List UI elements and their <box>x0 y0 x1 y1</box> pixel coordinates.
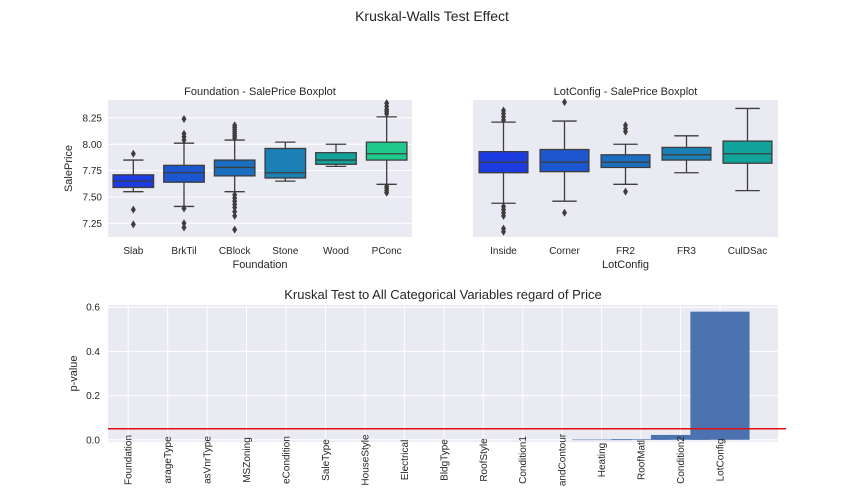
x-tick-label: Heating <box>597 443 608 477</box>
x-tick-label: FR2 <box>616 246 635 257</box>
box-iqr <box>163 164 205 183</box>
box-cblock <box>213 121 256 234</box>
plot-area <box>108 305 778 442</box>
box-inside <box>478 106 529 236</box>
x-tick-label: Inside <box>490 246 517 257</box>
outlier-point <box>623 121 628 130</box>
box-iqr <box>365 141 408 161</box>
y-tick-label: 8.25 <box>83 113 103 124</box>
x-tick-label: Condition1 <box>518 436 529 484</box>
bar <box>611 439 671 440</box>
box-pconc <box>365 99 408 197</box>
x-tick-label: RoofMatl <box>637 440 648 480</box>
chart-title: Foundation - SalePrice Boxplot <box>184 86 336 98</box>
kruskal-pvalue-bar-chart: Kruskal Test to All Categorical Variable… <box>68 287 786 486</box>
outlier-point <box>562 208 567 217</box>
box-culdsac <box>722 107 773 192</box>
y-tick-label: 0.0 <box>86 435 100 446</box>
outlier-point <box>501 227 506 236</box>
x-tick-label: Foundation <box>124 435 135 485</box>
outlier-point <box>181 223 187 232</box>
x-tick-label: Slab <box>123 246 143 257</box>
outlier-point <box>232 225 238 234</box>
y-tick-label: 0.4 <box>86 347 100 358</box>
outlier-point <box>384 99 390 108</box>
x-tick-label: BrkTil <box>171 246 196 257</box>
x-tick-label: MSZoning <box>242 437 253 483</box>
box-iqr <box>315 152 357 165</box>
outlier-point <box>232 207 238 216</box>
chart-title: Kruskal Test to All Categorical Variable… <box>284 287 601 302</box>
box-iqr <box>661 146 712 161</box>
bar <box>690 311 750 440</box>
x-tick-label: Wood <box>323 246 349 257</box>
lotconfig-boxplot: LotConfig - SalePrice Boxplot LotConfig … <box>473 86 778 271</box>
x-tick-label: CBlock <box>219 246 252 257</box>
outlier-point <box>501 211 506 220</box>
box-slab <box>112 149 155 229</box>
x-tick-label: PConc <box>372 246 402 257</box>
box-iqr <box>264 147 307 179</box>
outlier-point <box>181 219 187 228</box>
x-tick-label: Stone <box>272 246 299 257</box>
box-wood <box>315 143 357 168</box>
x-axis-label: LotConfig <box>602 259 649 271</box>
x-axis-label: Foundation <box>232 259 287 271</box>
x-tick-label: asVnrType <box>203 436 214 484</box>
y-tick-label: 7.25 <box>83 219 103 230</box>
outlier-point <box>181 129 187 138</box>
x-tick-label: BldgType <box>439 439 450 481</box>
bar <box>650 434 711 440</box>
chart-title: LotConfig - SalePrice Boxplot <box>554 86 698 98</box>
outlier-point <box>623 187 628 196</box>
y-tick-label: 7.50 <box>83 192 103 203</box>
x-tick-label: RoofStyle <box>479 438 490 482</box>
x-tick-label: eCondition <box>282 436 293 484</box>
outlier-point <box>181 114 187 123</box>
box-fr2 <box>600 121 651 196</box>
x-tick-label: FR3 <box>677 246 696 257</box>
box-iqr <box>600 154 651 169</box>
x-tick-label: andContour <box>558 433 569 486</box>
bar <box>572 439 632 441</box>
x-tick-label: arageType <box>163 436 174 484</box>
box-corner <box>539 98 590 217</box>
outlier-point <box>232 121 238 130</box>
x-tick-label: SaleType <box>321 439 332 481</box>
outlier-point <box>130 149 136 158</box>
y-tick-label: 0.2 <box>86 391 100 402</box>
box-iqr <box>722 140 773 164</box>
x-tick-label: Corner <box>549 246 580 257</box>
x-tick-label: LotConfig <box>715 439 726 482</box>
figure-suptitle: Kruskal-Walls Test Effect <box>355 8 509 24</box>
foundation-boxplot: Foundation - SalePrice Boxplot Foundatio… <box>63 86 412 271</box>
y-tick-label: 0.6 <box>86 303 100 314</box>
outlier-point <box>384 188 390 197</box>
y-axis-label: p-value <box>68 355 80 391</box>
box-iqr <box>539 148 590 173</box>
plot-area <box>108 100 412 237</box>
box-brktil <box>163 114 205 232</box>
outlier-point <box>130 220 136 229</box>
box-stone <box>264 141 307 182</box>
outlier-point <box>130 205 136 214</box>
y-tick-label: 8.00 <box>83 140 103 151</box>
y-tick-label: 7.75 <box>83 166 103 177</box>
outlier-point <box>501 106 506 115</box>
outlier-point <box>181 204 187 213</box>
box-fr3 <box>661 135 712 174</box>
outlier-point <box>232 203 238 212</box>
outlier-point <box>562 98 567 107</box>
x-tick-label: Condition2 <box>676 436 687 484</box>
x-tick-label: Electrical <box>400 440 411 481</box>
x-tick-label: CulDSac <box>728 246 767 257</box>
y-axis-label: SalePrice <box>63 145 75 192</box>
x-tick-label: HouseStyle <box>360 434 371 486</box>
outlier-point <box>232 211 238 220</box>
